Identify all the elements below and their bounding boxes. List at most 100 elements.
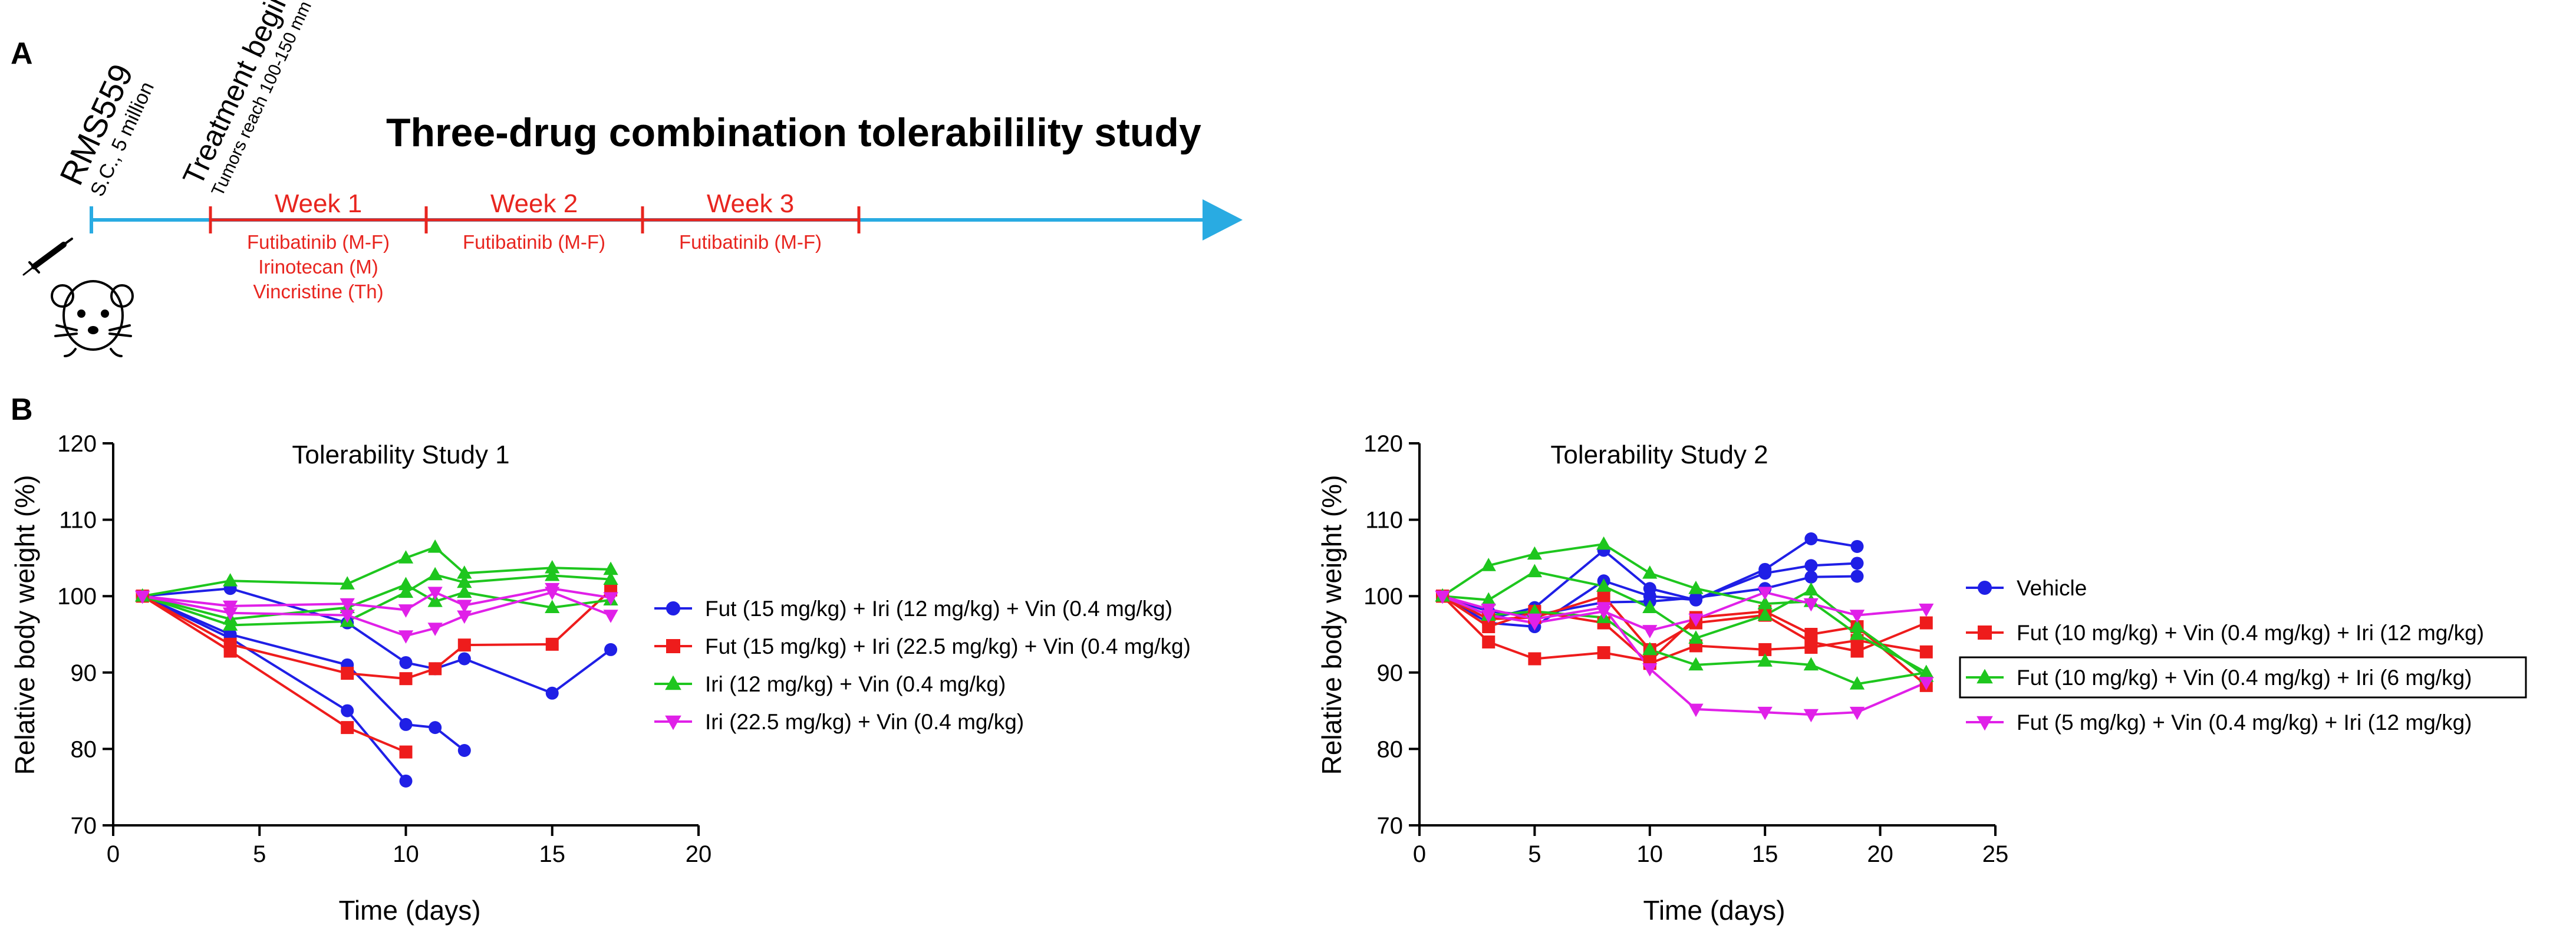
- chart2-series-8-point: [1849, 676, 1865, 690]
- chart1-ytick-label: 80: [71, 736, 97, 762]
- chart1-series-3-point: [341, 667, 354, 680]
- chart1-ytick-label: 110: [59, 508, 97, 534]
- chart1-series-0-point: [545, 686, 559, 700]
- chart2-legend-3-marker: [1977, 716, 1993, 731]
- week3-label: Week 3: [707, 189, 794, 218]
- chart1-xtick-label: 15: [539, 841, 566, 867]
- chart1-series-4-line: [141, 595, 407, 753]
- chart2-series-3-point: [1482, 635, 1495, 648]
- chart1-series-9-point: [603, 610, 618, 623]
- chart2-ytick-label: 80: [1377, 736, 1404, 762]
- chart1-series-6-line: [142, 573, 611, 627]
- chart1-series-4-point: [223, 644, 237, 658]
- chart2-series-10-point: [1757, 587, 1773, 600]
- chart2-legend-2-label: Fut (10 mg/kg) + Vin (0.4 mg/kg) + Iri (…: [2017, 666, 2472, 690]
- chart1-series-7-point: [457, 584, 472, 598]
- chart1-series-3-point: [545, 637, 559, 651]
- chart2-series-4-point: [1850, 644, 1864, 658]
- chart2-legend-2-highlight-box: [1959, 656, 2527, 699]
- chart2-xtick-label: 0: [1413, 841, 1426, 867]
- chart2-legend: Vehicle Fut (10 mg/kg) + Vin (0.4 mg/kg) …: [1959, 576, 2527, 735]
- week2-drug-1: Futibatinib (M-F): [463, 231, 605, 253]
- chart2-ytick-label: 70: [1377, 813, 1404, 839]
- chart2-series-6-point: [1642, 565, 1658, 579]
- chart1-series-9-point: [545, 587, 560, 600]
- chart2-series-6-point: [1757, 595, 1773, 610]
- chart2-series-1-point: [1758, 567, 1772, 580]
- chart1-series-7-point: [398, 577, 414, 591]
- chart2-xtick-label: 25: [1982, 841, 2009, 867]
- chart2-series-8-point: [1919, 664, 1934, 679]
- chart1-xtick-label: 20: [686, 841, 712, 867]
- chart1-series-8-point: [340, 598, 355, 612]
- week1-label: Week 1: [275, 189, 362, 218]
- week2-label: Week 2: [490, 189, 578, 218]
- chart1-series-1-point: [457, 743, 471, 757]
- chart2-series-0-point: [1850, 539, 1864, 553]
- chart2-legend-0-label: Vehicle: [2017, 576, 2087, 600]
- chart1-ylabel: Relative body weight (%): [9, 475, 40, 775]
- chart1-series-6-point: [398, 584, 414, 598]
- chart2-series-7-point: [1642, 600, 1658, 613]
- chart1-legend-0-marker: [666, 601, 680, 615]
- week3-drug-1: Futibatinib (M-F): [679, 231, 822, 253]
- chart1-series-5-point: [457, 565, 472, 579]
- chart2-series-10-point: [1803, 598, 1819, 612]
- chart2-legend-1-marker: [1978, 625, 1992, 640]
- chart1-title: Tolerability Study 1: [292, 440, 509, 469]
- chart1-series-1-point: [429, 721, 442, 735]
- chart1-series-8-point: [222, 600, 238, 614]
- chart1-plot-area: [135, 539, 618, 788]
- chart1-series-7-line: [142, 583, 611, 621]
- chart2-title: Tolerability Study 2: [1550, 440, 1768, 469]
- chart2-series-3-point: [1528, 652, 1541, 666]
- chart1-legend: Fut (15 mg/kg) + Iri (12 mg/kg) + Vin (0…: [654, 597, 1191, 734]
- chart2-series-1-point: [1804, 559, 1818, 572]
- chart1-legend-1-marker: [666, 639, 680, 653]
- panel-b-letter: B: [11, 393, 33, 427]
- panel-a-letter: A: [11, 37, 33, 71]
- chart2-ytick-label: 100: [1363, 584, 1403, 610]
- chart1-series-5-point: [340, 576, 355, 590]
- chart1-series-7-point: [427, 594, 443, 607]
- chart1-series-8-line: [142, 587, 611, 611]
- chart1-series-5-point: [427, 539, 443, 553]
- chart2-series-1-point: [1850, 557, 1864, 570]
- chart1-series-2-point: [341, 704, 354, 717]
- chart1-ytick-label: 90: [71, 660, 97, 686]
- chart2-xtick-label: 10: [1637, 841, 1663, 867]
- chart2-ticks: 70 80 90 100 110 120 0 5 10 15 20 25: [1363, 431, 2008, 867]
- chart1-legend-3-marker: [665, 715, 681, 730]
- week1-drug-1: Futibatinib (M-F): [247, 231, 390, 253]
- chart1-xlabel: Time (days): [338, 895, 480, 926]
- chart2-series-5-point: [1804, 641, 1818, 654]
- chart2-series-10-point: [1435, 590, 1450, 604]
- chart2-series-9-point: [1688, 703, 1704, 717]
- week1-drug-2: Irinotecan (M): [258, 256, 378, 278]
- chart2-series-10-point: [1919, 603, 1934, 617]
- chart2-series-2-point: [1689, 591, 1702, 604]
- chart2-series-10-point: [1849, 610, 1865, 623]
- chart1-series-2-point: [399, 774, 413, 788]
- chart1-series-8-point: [603, 592, 618, 605]
- chart2-series-7-point: [1757, 607, 1773, 621]
- chart1-legend-2-marker: [665, 675, 681, 690]
- chart2-series-7-point: [1527, 564, 1543, 578]
- chart1-series-4-point: [399, 745, 413, 759]
- chart2-series-10-point: [1481, 610, 1496, 623]
- chart1-series-5-line: [142, 545, 611, 598]
- chart1-series-6-point: [603, 571, 618, 585]
- chart1-series-0-point: [399, 656, 413, 669]
- chart1-series-5-point: [545, 560, 560, 574]
- chart2-legend-2-marker: [1977, 669, 1993, 684]
- chart2-series-3-line: [1441, 595, 1928, 687]
- chart1-legend-3-label: Iri (22.5 mg/kg) + Vin (0.4 mg/kg): [705, 710, 1024, 734]
- treatment-label-group: Treatment begins Tumors reach 100-150 mm…: [176, 0, 315, 199]
- chart2-xlabel: Time (days): [1643, 895, 1785, 926]
- chart1-xtick-label: 5: [253, 841, 266, 867]
- chart2-series-6-point: [1527, 546, 1543, 560]
- chart2-series-0-point: [1804, 532, 1818, 545]
- chart2-series-4-point: [1597, 590, 1610, 603]
- chart1-series-2-line: [141, 595, 407, 782]
